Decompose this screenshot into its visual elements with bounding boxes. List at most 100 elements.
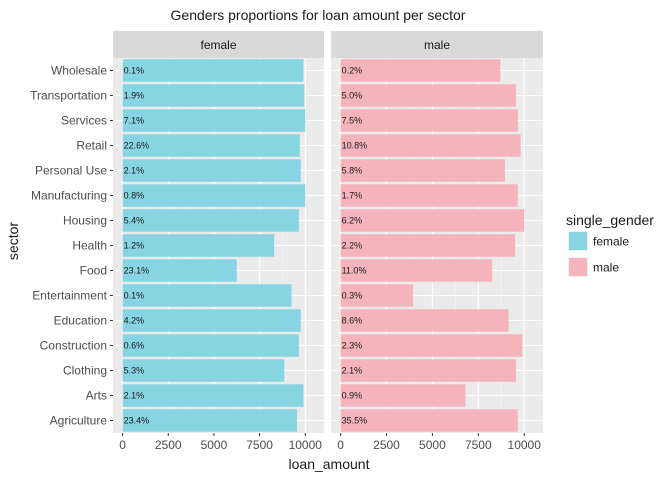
data-label: 5.3% xyxy=(124,366,145,376)
x-tick-label: 10000 xyxy=(289,438,323,452)
data-label: 11.0% xyxy=(342,266,367,276)
bar-female-entertainment xyxy=(122,284,292,307)
x-tick-label: 7500 xyxy=(246,438,273,452)
legend-swatch-male xyxy=(569,258,587,276)
x-axis-title: loan_amount xyxy=(289,456,370,472)
y-tick-label: Clothing xyxy=(63,364,107,378)
x-tick-label: 10000 xyxy=(508,438,542,452)
data-label: 0.9% xyxy=(342,391,363,401)
legend-label-male: male xyxy=(593,261,619,275)
data-label: 6.2% xyxy=(342,216,363,226)
bar-female-manufacturing xyxy=(122,184,306,207)
data-label: 22.6% xyxy=(124,141,150,151)
bar-female-construction xyxy=(122,334,299,357)
y-tick-label: Housing xyxy=(63,214,107,228)
bar-male-education xyxy=(340,309,509,332)
x-tick-label: 5000 xyxy=(201,438,228,452)
bar-female-personal-use xyxy=(122,159,301,182)
y-axis: Wholesale Transportation Services Retail Per… xyxy=(30,64,113,428)
bar-female-agriculture xyxy=(122,409,298,432)
legend-swatch-female xyxy=(569,232,587,250)
bar-male-services xyxy=(340,109,518,132)
data-label: 2.1% xyxy=(124,166,145,176)
data-label: 2.3% xyxy=(342,341,363,351)
y-tick-label: Construction xyxy=(40,339,107,353)
y-tick-label: Wholesale xyxy=(51,64,107,78)
y-tick-label: Services xyxy=(61,114,107,128)
panel-male: male 0.2% 5.0% 7.5% 10.8% 5.8% 1.7% 6.2% 2.2% 11.… xyxy=(331,31,543,452)
data-label: 1.9% xyxy=(124,91,145,101)
strip-male xyxy=(331,31,543,58)
bar-female-arts xyxy=(122,384,304,407)
data-label: 0.8% xyxy=(124,191,145,201)
bar-male-transportation xyxy=(340,84,516,107)
data-label: 5.4% xyxy=(124,216,145,226)
bar-female-health xyxy=(122,234,275,257)
bar-male-health xyxy=(340,234,516,257)
x-tick-label: 0 xyxy=(119,438,126,452)
bar-male-food xyxy=(340,259,493,282)
data-label: 2.2% xyxy=(342,241,363,251)
bar-female-food xyxy=(122,259,237,282)
data-label: 0.2% xyxy=(342,66,363,76)
y-tick-label: Food xyxy=(80,264,107,278)
data-label: 0.6% xyxy=(124,341,145,351)
bar-male-manufacturing xyxy=(340,184,518,207)
x-tick-label: 2500 xyxy=(373,438,400,452)
bar-female-transportation xyxy=(122,84,305,107)
y-tick-label: Arts xyxy=(86,389,107,403)
data-label: 35.5% xyxy=(342,416,368,426)
bar-female-education xyxy=(122,309,301,332)
bar-male-wholesale xyxy=(340,59,501,82)
x-tick-label: 2500 xyxy=(155,438,182,452)
y-tick-label: Health xyxy=(72,239,107,253)
data-label: 7.5% xyxy=(342,116,363,126)
bar-male-agriculture xyxy=(340,409,518,432)
data-label: 5.0% xyxy=(342,91,363,101)
chart-title: Genders proportions for loan amount per … xyxy=(171,7,466,23)
data-label: 1.7% xyxy=(342,191,363,201)
bar-female-retail xyxy=(122,134,300,157)
x-tick-label: 5000 xyxy=(419,438,446,452)
data-label: 2.1% xyxy=(124,391,145,401)
bar-female-housing xyxy=(122,209,299,232)
bar-male-housing xyxy=(340,209,525,232)
y-tick-label: Personal Use xyxy=(35,164,107,178)
data-label: 1.2% xyxy=(124,241,145,251)
y-tick-label: Education xyxy=(54,314,107,328)
data-label: 0.3% xyxy=(342,291,363,301)
data-label: 8.6% xyxy=(342,316,363,326)
data-label: 0.1% xyxy=(124,291,145,301)
bar-female-services xyxy=(122,109,306,132)
data-label: 4.2% xyxy=(124,316,145,326)
x-tick-label: 7500 xyxy=(465,438,492,452)
y-tick-label: Manufacturing xyxy=(31,189,107,203)
legend-title: single_gender xyxy=(566,212,654,228)
panels: female 0.1% 1.9% 7.1% 22.6% 2.1% 0.8% 5.4% 1.2% 2… xyxy=(113,31,543,452)
y-tick-label: Retail xyxy=(76,139,107,153)
data-label: 5.8% xyxy=(342,166,363,176)
bar-male-entertainment xyxy=(340,284,414,307)
legend-items: female male xyxy=(568,231,629,277)
data-label: 7.1% xyxy=(124,116,145,126)
panel-female: female 0.1% 1.9% 7.1% 22.6% 2.1% 0.8% 5.4% 1.2% 2… xyxy=(113,31,324,452)
bar-male-arts xyxy=(340,384,466,407)
y-tick-label: Agriculture xyxy=(50,414,108,428)
legend: single_gender female male xyxy=(566,212,654,277)
data-label: 0.1% xyxy=(124,66,145,76)
bar-female-clothing xyxy=(122,359,285,382)
y-tick-label: Transportation xyxy=(30,89,107,103)
bar-male-construction xyxy=(340,334,523,357)
strip-label-female: female xyxy=(200,38,236,52)
y-axis-title: sector xyxy=(5,222,21,260)
y-tick-label: Entertainment xyxy=(32,289,107,303)
x-tick-label: 0 xyxy=(337,438,344,452)
data-label: 23.4% xyxy=(124,416,150,426)
bar-female-wholesale xyxy=(122,59,304,82)
data-label: 23.1% xyxy=(124,266,150,276)
legend-label-female: female xyxy=(593,235,629,249)
bar-male-clothing xyxy=(340,359,516,382)
bar-male-retail xyxy=(340,134,521,157)
